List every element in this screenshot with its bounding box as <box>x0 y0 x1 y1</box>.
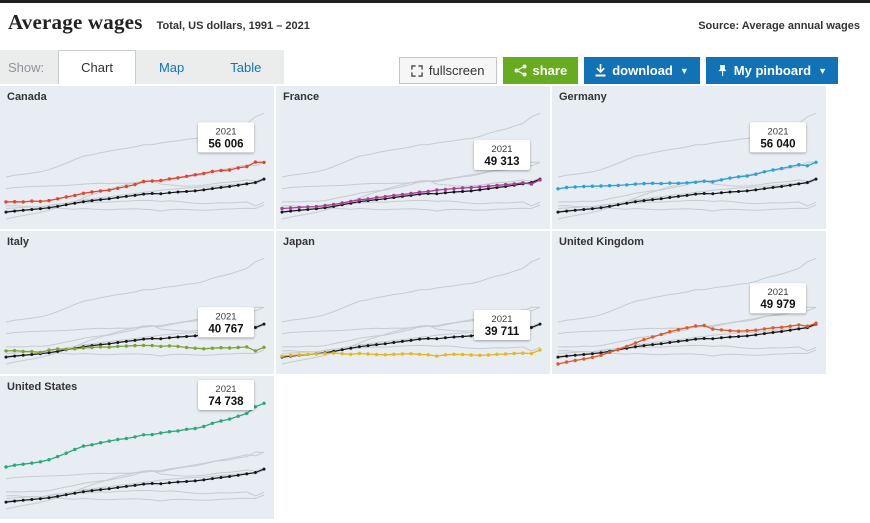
panel-title: Italy <box>7 236 30 248</box>
context-line <box>281 344 541 353</box>
svg-text:40 767: 40 767 <box>208 323 243 335</box>
panel-title: United Kingdom <box>559 236 644 248</box>
panel-title: France <box>283 91 320 103</box>
panel-title: United States <box>7 381 78 393</box>
context-line <box>557 257 817 323</box>
chart-panel: Canada 2021 56 006 <box>0 86 274 229</box>
context-line <box>5 257 265 323</box>
svg-text:2021: 2021 <box>215 126 236 137</box>
download-button[interactable]: download ▼ <box>584 57 700 84</box>
highlight-line <box>5 402 265 468</box>
svg-text:56 006: 56 006 <box>208 138 243 150</box>
context-line <box>5 467 265 510</box>
svg-text:74 738: 74 738 <box>208 396 244 408</box>
svg-text:49 979: 49 979 <box>760 299 795 311</box>
pin-icon <box>718 65 727 76</box>
context-line <box>281 177 541 220</box>
svg-text:56 040: 56 040 <box>760 138 795 150</box>
context-line <box>5 199 265 208</box>
svg-text:2021: 2021 <box>767 126 788 137</box>
toolbar-actions: fullscreen share download ▼ <box>398 57 838 84</box>
svg-text:39 711: 39 711 <box>485 326 520 338</box>
svg-text:2021: 2021 <box>215 384 236 395</box>
share-icon <box>514 64 526 77</box>
context-line <box>5 489 265 498</box>
tab-chart[interactable]: Chart <box>58 50 136 84</box>
download-icon <box>595 64 606 77</box>
show-label: Show: <box>8 59 45 75</box>
pinboard-button[interactable]: My pinboard ▼ <box>705 57 838 84</box>
chart-panel: Japan 2021 39 711 <box>276 231 550 374</box>
svg-text:2021: 2021 <box>215 311 236 322</box>
chart-panel: United Kingdom 2021 49 979 <box>552 231 826 374</box>
tab-map[interactable]: Map <box>158 59 185 75</box>
page-title: Average wages <box>8 10 143 34</box>
chart-panel: France 2021 49 313 <box>276 86 550 229</box>
context-line <box>5 177 265 220</box>
fullscreen-label: fullscreen <box>428 63 485 78</box>
share-label: share <box>532 63 568 78</box>
page-subtitle: Total, US dollars, 1991 – 2021 <box>156 20 310 32</box>
view-tabs: Show: Chart Map Table <box>0 50 285 84</box>
panel-title: Germany <box>559 91 607 103</box>
download-label: download <box>612 63 673 78</box>
context-line <box>557 344 817 353</box>
svg-text:2021: 2021 <box>491 144 512 155</box>
fullscreen-button[interactable]: fullscreen <box>398 57 497 84</box>
fullscreen-icon <box>411 64 423 77</box>
chart-panel: Italy 2021 40 767 <box>0 231 274 374</box>
panel-title: Canada <box>7 91 47 103</box>
charts-grid: Canada 2021 56 006 France 2021 49 313 Germany 2… <box>0 86 870 519</box>
chart-panel: Germany 2021 56 040 <box>552 86 826 229</box>
pinboard-label: My pinboard <box>733 63 812 78</box>
svg-text:49 313: 49 313 <box>484 156 519 168</box>
panel-title: Japan <box>283 236 315 248</box>
svg-text:2021: 2021 <box>491 314 512 325</box>
page-header: Average wages Total, US dollars, 1991 – … <box>0 0 870 37</box>
caret-down-icon: ▼ <box>818 65 827 76</box>
context-line <box>281 112 541 178</box>
source-note: Source: Average annual wages <box>698 20 860 32</box>
chart-panel: United States 2021 74 738 <box>0 376 274 519</box>
context-line <box>557 199 817 208</box>
context-line <box>281 257 541 323</box>
toolbar: Show: Chart Map Table fullscreen share <box>0 50 838 84</box>
caret-down-icon: ▼ <box>679 65 689 76</box>
svg-text:2021: 2021 <box>767 287 788 298</box>
share-button[interactable]: share <box>502 57 579 84</box>
tab-table[interactable]: Table <box>230 59 262 75</box>
